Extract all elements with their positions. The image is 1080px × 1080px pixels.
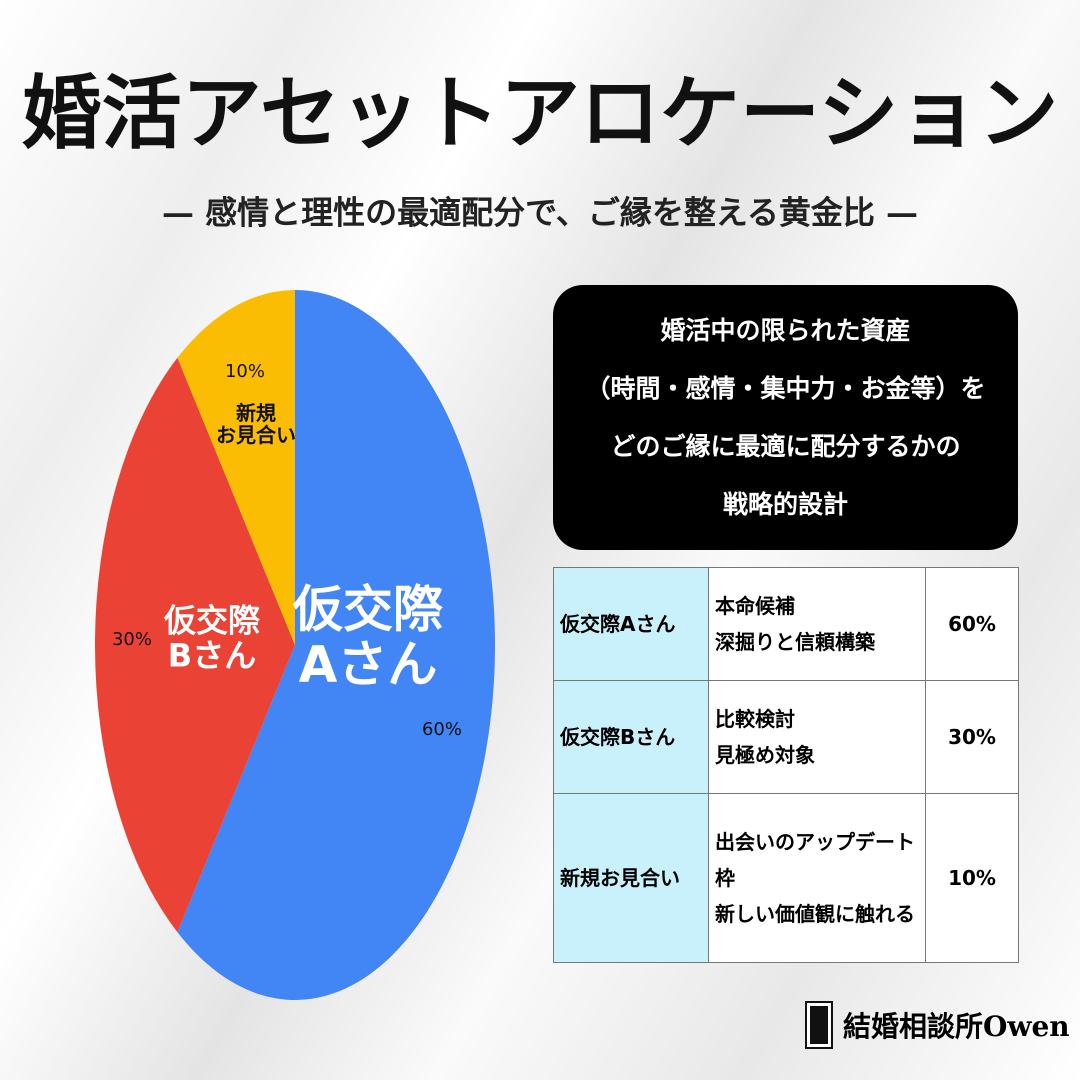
table-cell: 仮交際Aさん xyxy=(553,566,709,682)
brand: 結婚相談所Owen xyxy=(805,1000,1070,1050)
slice-value-label: 30% xyxy=(112,629,152,650)
slice-value-label: 10% xyxy=(225,361,265,382)
table-cell: 60% xyxy=(925,566,1019,682)
slice-value-label: 60% xyxy=(422,719,462,740)
table: 仮交際Aさん 本命候補 深掘りと信頼構築 60% 仮交際Bさん 比較検討 見極め対象 30… xyxy=(553,566,1019,963)
table-row: 仮交際Bさん 比較検討 見極め対象 30% xyxy=(553,680,1019,795)
info-box: 婚活中の限られた資産 （時間・感情・集中力・お金等）を どのご縁に最適に配分するかの… xyxy=(553,285,1018,550)
slice-label: 仮交際 Aさん xyxy=(292,580,443,693)
brand-icon xyxy=(805,1001,833,1049)
pie: 仮交際 Aさん 60% 仮交際 Bさん 30% 新規お見合い 10% xyxy=(94,290,496,1000)
table-row: 新規お見合い 出会いのアップデート枠 新しい価値観に触れる 10% xyxy=(553,793,1019,963)
table-cell: 新規お見合い xyxy=(553,793,709,963)
slice-label: 新規お見合い xyxy=(216,401,296,447)
info-line: 婚活中の限られた資産 xyxy=(660,315,911,345)
table-cell: 比較検討 見極め対象 xyxy=(708,680,926,795)
pie-slice xyxy=(177,290,496,1000)
table-row: 仮交際Aさん 本命候補 深掘りと信頼構築 60% xyxy=(553,566,1019,682)
table-cell: 本命候補 深掘りと信頼構築 xyxy=(708,566,926,682)
title: 婚活アセットアロケーション xyxy=(22,66,1059,160)
info-line: どのご縁に最適に配分するかの xyxy=(610,431,961,461)
info-line: （時間・感情・集中力・お金等）を xyxy=(585,373,986,403)
table-cell: 仮交際Bさん xyxy=(553,680,709,795)
table-cell: 30% xyxy=(925,680,1019,795)
table-cell: 10% xyxy=(925,793,1019,963)
pie-slice xyxy=(94,357,295,933)
slice-label: 仮交際 Bさん xyxy=(163,601,260,674)
table-cell: 出会いのアップデート枠 新しい価値観に触れる xyxy=(708,793,926,963)
brand-name: 結婚相談所Owen xyxy=(843,1010,1070,1043)
subtitle: — 感情と理性の最適配分で、ご縁を整える黄金比 — xyxy=(162,194,918,232)
info-line: 戦略的設計 xyxy=(722,489,848,519)
pie-slice xyxy=(177,290,295,645)
